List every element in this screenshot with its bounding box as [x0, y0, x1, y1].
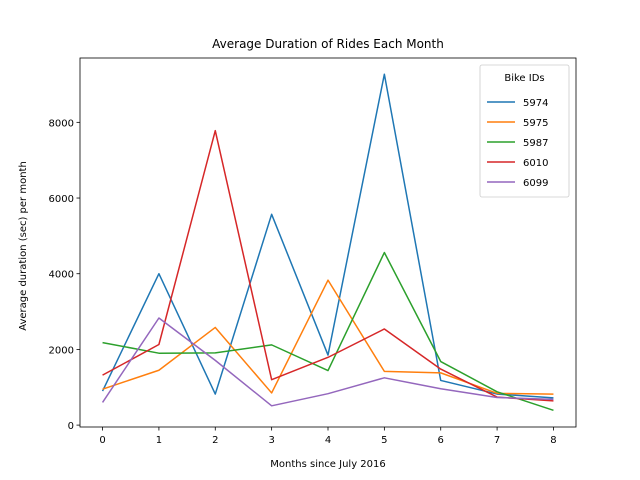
x-tick-label: 1 — [156, 435, 162, 446]
x-tick-label: 0 — [99, 435, 105, 446]
y-tick-label: 8000 — [49, 118, 74, 129]
x-tick-label: 6 — [438, 435, 444, 446]
x-tick-label: 8 — [550, 435, 556, 446]
legend-label-5987: 5987 — [523, 138, 548, 149]
x-tick-label: 5 — [381, 435, 387, 446]
axes: 0 1 2 3 4 5 6 7 8 0 2000 4000 6000 8000 — [49, 57, 577, 446]
series-line-6099 — [101, 317, 554, 407]
legend-label-6010: 6010 — [523, 158, 548, 169]
plot-lines — [101, 73, 554, 412]
legend-label-5974: 5974 — [523, 98, 548, 109]
y-tick-label: 6000 — [49, 194, 74, 205]
series-line-5987 — [102, 251, 554, 412]
legend: Bike IDs 5974 5975 5987 6010 6099 — [479, 64, 570, 198]
legend-title: Bike IDs — [504, 73, 544, 84]
legend-label-6099: 6099 — [523, 178, 548, 189]
chart-title: Average Duration of Rides Each Month — [212, 37, 444, 51]
x-tick-label: 7 — [494, 435, 500, 446]
y-tick-label: 2000 — [49, 345, 74, 356]
series-line-5975 — [102, 279, 554, 395]
x-tick-label: 2 — [212, 435, 218, 446]
series-line-5974 — [101, 73, 554, 399]
y-axis-label: Average duration (sec) per month — [18, 161, 29, 331]
x-tick-label: 4 — [325, 435, 331, 446]
x-axis-label: Months since July 2016 — [270, 459, 386, 470]
legend-label-5975: 5975 — [523, 118, 548, 129]
y-tick-label: 0 — [68, 421, 74, 432]
series-line-6010 — [102, 129, 554, 402]
y-tick-label: 4000 — [49, 270, 74, 281]
legend-box — [479, 64, 570, 198]
x-tick-label: 3 — [268, 435, 274, 446]
